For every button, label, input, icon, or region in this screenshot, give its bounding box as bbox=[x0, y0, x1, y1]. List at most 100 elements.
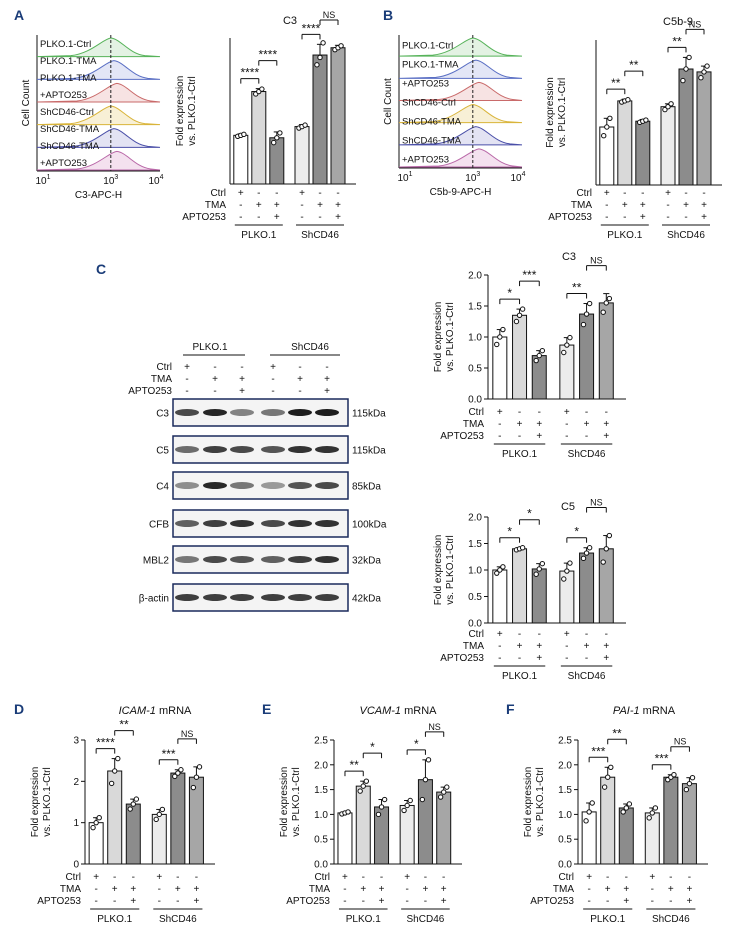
data-point bbox=[643, 117, 649, 123]
histogram-trace bbox=[398, 81, 523, 101]
data-point bbox=[419, 796, 426, 803]
data-point bbox=[698, 75, 704, 81]
condition-sign: - bbox=[518, 629, 521, 640]
panel-label-B: B bbox=[383, 7, 393, 23]
y-tick-label: 0.0 bbox=[468, 395, 482, 406]
condition-sign: - bbox=[343, 896, 346, 907]
significance-label: ** bbox=[629, 58, 639, 72]
data-point bbox=[159, 806, 166, 813]
data-point bbox=[513, 318, 520, 325]
blot-strip bbox=[172, 398, 349, 427]
data-point bbox=[497, 334, 503, 340]
data-point bbox=[671, 772, 677, 778]
chart-title: C3 bbox=[562, 251, 576, 263]
significance-label: NS bbox=[590, 498, 603, 508]
condition-sign: - bbox=[684, 212, 687, 223]
x-tick-label: 101 bbox=[397, 171, 412, 184]
condition-label: TMA bbox=[463, 419, 484, 430]
condition-sign: + bbox=[194, 884, 200, 895]
condition-sign: + bbox=[622, 200, 628, 211]
condition-sign: - bbox=[195, 872, 198, 883]
data-point bbox=[567, 334, 573, 341]
data-point bbox=[241, 131, 247, 138]
data-point bbox=[586, 809, 592, 815]
blot-band bbox=[175, 520, 199, 527]
data-point bbox=[115, 755, 121, 762]
panel-label-F: F bbox=[506, 701, 515, 717]
significance-label: NS bbox=[323, 10, 336, 20]
chart-title: VCAM-1 mRNA bbox=[359, 705, 437, 717]
data-point bbox=[536, 352, 542, 359]
data-point bbox=[172, 773, 178, 780]
data-point bbox=[668, 101, 674, 107]
condition-sign: - bbox=[498, 419, 501, 430]
significance-label: * bbox=[370, 740, 375, 754]
condition-sign: - bbox=[498, 431, 501, 442]
blot-condition-sign: + bbox=[324, 386, 330, 397]
condition-sign: - bbox=[623, 212, 626, 223]
tick-exponent: 4 bbox=[522, 171, 526, 178]
condition-sign: + bbox=[584, 641, 590, 652]
condition-sign: - bbox=[336, 188, 339, 199]
bar bbox=[233, 134, 249, 185]
condition-sign: + bbox=[335, 212, 341, 223]
data-point bbox=[701, 69, 707, 75]
condition-label: TMA bbox=[553, 884, 574, 895]
condition-sign: - bbox=[651, 884, 654, 895]
condition-sign: + bbox=[317, 200, 323, 211]
blot-band bbox=[315, 556, 339, 563]
blot-band bbox=[230, 482, 254, 489]
y-axis-label: vs. PLKO.1-Ctrl bbox=[42, 767, 53, 836]
chart-title: C5 bbox=[561, 501, 575, 513]
blot-condition-sign: + bbox=[212, 374, 218, 385]
bar bbox=[635, 120, 651, 186]
blot-protein-label: C5 bbox=[156, 446, 169, 457]
group-label: ShCD46 bbox=[407, 914, 445, 925]
y-tick-label: 1.5 bbox=[558, 785, 572, 796]
data-point bbox=[683, 66, 689, 72]
data-point bbox=[536, 566, 542, 572]
track-label: ShCD46-TMA bbox=[40, 141, 100, 152]
blot-band bbox=[175, 482, 199, 489]
y-tick-label: 1.5 bbox=[468, 302, 482, 313]
condition-sign: + bbox=[497, 629, 503, 640]
condition-sign: + bbox=[687, 884, 693, 895]
data-point bbox=[317, 54, 323, 61]
y-axis-label: vs. PLKO.1-Ctrl bbox=[445, 302, 456, 371]
y-axis-label: Fold expression bbox=[433, 535, 444, 606]
chart-title-gene: C3 bbox=[283, 15, 297, 27]
bar bbox=[678, 68, 694, 186]
data-point bbox=[425, 757, 432, 763]
y-tick-label: 1.0 bbox=[558, 810, 572, 821]
bar bbox=[531, 568, 547, 624]
y-tick-label: 2 bbox=[73, 777, 79, 788]
condition-sign: + bbox=[536, 641, 542, 652]
blot-size-label: 115kDa bbox=[352, 409, 386, 420]
blot-band bbox=[315, 520, 339, 527]
y-axis-label: vs. PLKO.1-Ctrl bbox=[535, 767, 546, 836]
y-tick-label: 0.5 bbox=[558, 835, 572, 846]
data-point bbox=[649, 810, 655, 816]
condition-sign: + bbox=[623, 884, 629, 895]
condition-sign: - bbox=[688, 872, 691, 883]
condition-label: TMA bbox=[463, 641, 484, 652]
y-tick-label: 2.5 bbox=[314, 736, 328, 747]
panel-label-E: E bbox=[262, 701, 271, 717]
blot-condition-sign: + bbox=[270, 362, 276, 373]
x-tick-label: 101 bbox=[35, 174, 50, 187]
tick-base: 10 bbox=[465, 173, 477, 184]
blot-condition-sign: - bbox=[325, 362, 328, 373]
y-tick-label: 2.0 bbox=[468, 271, 482, 282]
condition-sign: - bbox=[380, 872, 383, 883]
y-axis-label: Fold expression bbox=[279, 767, 290, 838]
condition-sign: + bbox=[379, 896, 385, 907]
y-tick-label: 2.0 bbox=[314, 760, 328, 771]
data-point bbox=[586, 300, 593, 307]
y-tick-label: 1.0 bbox=[314, 810, 328, 821]
condition-label: Ctrl bbox=[576, 188, 592, 199]
condition-sign: - bbox=[300, 212, 303, 223]
condition-sign: - bbox=[605, 200, 608, 211]
condition-sign: - bbox=[518, 653, 521, 664]
tick-exponent: 3 bbox=[114, 174, 118, 181]
condition-sign: - bbox=[702, 188, 705, 199]
